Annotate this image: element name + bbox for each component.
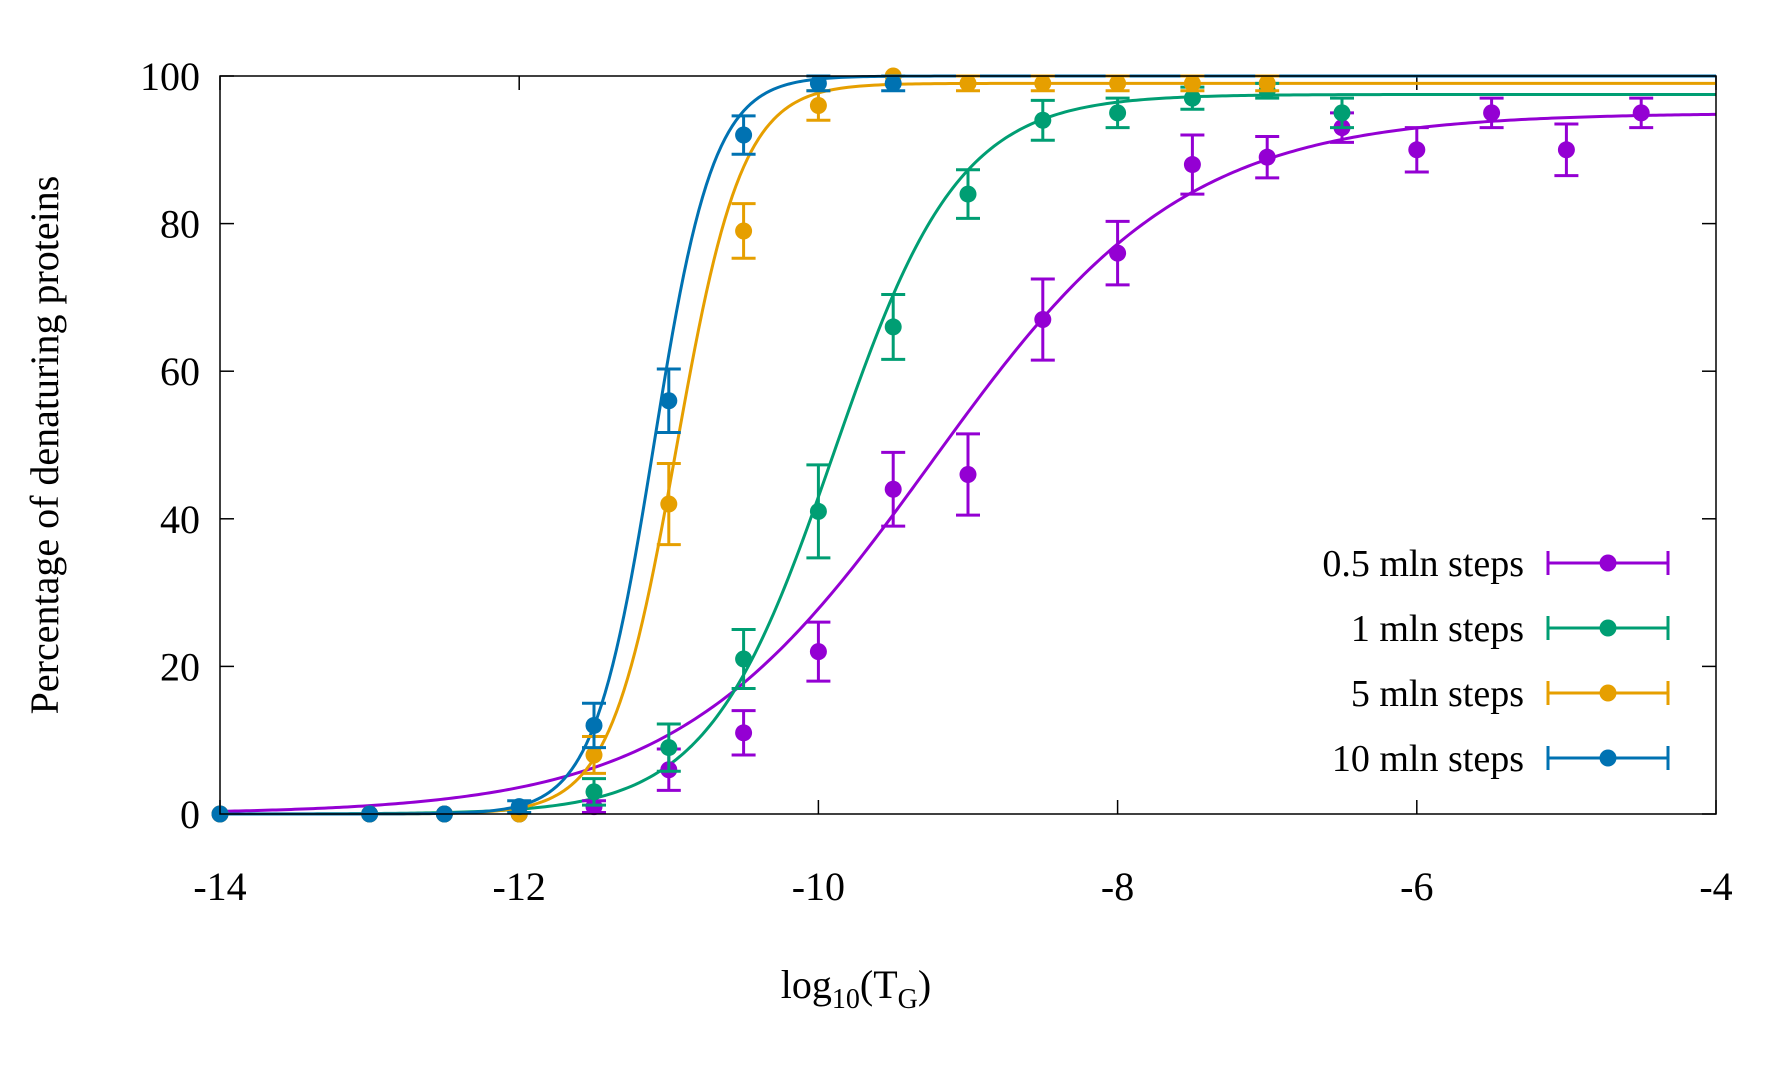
fit-curve <box>219 112 1717 813</box>
x-axis-title-open: (T <box>860 962 898 1007</box>
data-point <box>1632 104 1650 122</box>
data-point <box>959 466 977 484</box>
data-point <box>959 74 977 92</box>
x-tick-label: -8 <box>1101 864 1134 909</box>
data-point <box>809 97 827 115</box>
data-point <box>735 222 753 240</box>
y-tick-label: 40 <box>160 497 200 542</box>
y-tick-label: 0 <box>180 792 200 837</box>
data-point <box>660 392 678 410</box>
x-tick-label: -6 <box>1400 864 1433 909</box>
x-tick-label: -10 <box>792 864 845 909</box>
y-tick-label: 60 <box>160 349 200 394</box>
data-point <box>1109 74 1127 92</box>
data-point <box>510 798 528 816</box>
data-point <box>660 739 678 757</box>
y-axis-title: Percentage of denaturing proteins <box>22 176 67 715</box>
data-point <box>884 480 902 498</box>
data-point <box>735 650 753 668</box>
x-axis-title-base: log <box>781 962 832 1007</box>
x-tick-label: -14 <box>193 864 246 909</box>
y-tick-label: 80 <box>160 202 200 247</box>
data-point <box>1333 104 1351 122</box>
data-point <box>1258 148 1276 166</box>
legend-label: 5 mln steps <box>1351 673 1524 715</box>
data-point <box>585 716 603 734</box>
x-tick-label: -4 <box>1699 864 1732 909</box>
legend-label: 10 mln steps <box>1332 738 1524 780</box>
data-point <box>585 783 603 801</box>
legend-marker <box>1599 684 1617 702</box>
data-point <box>585 746 603 764</box>
data-point <box>1183 74 1201 92</box>
data-point <box>1557 141 1575 159</box>
data-point <box>1109 104 1127 122</box>
data-point <box>809 643 827 661</box>
x-axis-title-close: ) <box>918 962 931 1007</box>
data-point <box>1034 74 1052 92</box>
legend-marker <box>1599 554 1617 572</box>
data-point <box>1408 141 1426 159</box>
data-point <box>1034 111 1052 129</box>
data-point <box>735 126 753 144</box>
data-point <box>1034 311 1052 329</box>
data-point <box>1483 104 1501 122</box>
legend-marker <box>1599 749 1617 767</box>
data-point <box>1109 244 1127 262</box>
data-point <box>1258 74 1276 92</box>
y-tick-label: 100 <box>140 54 200 99</box>
legend: 0.5 mln steps 1 mln steps 5 mln steps 10 ml… <box>1322 543 1670 780</box>
data-point <box>809 74 827 92</box>
data-points-layer <box>211 67 1654 823</box>
x-axis-title-sub-base: 10 <box>832 984 860 1015</box>
data-point <box>1183 156 1201 174</box>
data-point <box>884 74 902 92</box>
x-tick-label: -12 <box>493 864 546 909</box>
x-axis-title: log10(TG) <box>781 962 931 1015</box>
data-point <box>884 318 902 336</box>
plot-frame <box>219 75 1717 815</box>
y-tick-label: 20 <box>160 644 200 689</box>
legend-label: 0.5 mln steps <box>1322 543 1524 585</box>
x-axis-title-sub-g: G <box>898 984 918 1015</box>
data-point <box>735 724 753 742</box>
data-point <box>1183 89 1201 107</box>
legend-label: 1 mln steps <box>1351 608 1524 650</box>
data-point <box>809 502 827 520</box>
data-point <box>959 185 977 203</box>
data-point <box>660 495 678 513</box>
legend-marker <box>1599 619 1617 637</box>
tick-labels-layer: -14 -12 -10 -8 -6 -4 0 20 40 60 80 100 <box>140 54 1733 909</box>
